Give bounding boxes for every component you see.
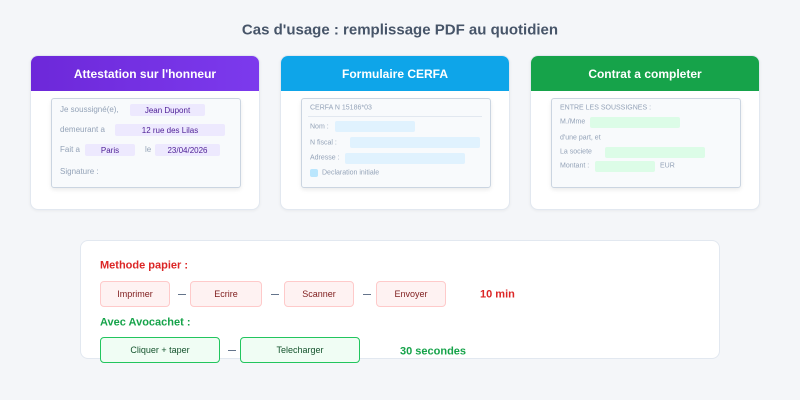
empty-field xyxy=(605,147,705,158)
card-title: Attestation sur l'honneur xyxy=(31,56,259,91)
card-title: Formulaire CERFA xyxy=(281,56,509,91)
step: Ecrire xyxy=(190,281,262,307)
label: d'une part, et xyxy=(560,134,601,142)
card-title: Contrat a completer xyxy=(531,56,759,91)
form xyxy=(551,98,741,188)
label: Montant : xyxy=(560,162,590,170)
divider xyxy=(308,116,482,117)
checkbox xyxy=(310,169,318,177)
label: Adresse : xyxy=(310,154,340,162)
arrow xyxy=(271,294,279,295)
label: Je soussigné(e), xyxy=(60,105,119,114)
form-header: ENTRE LES SOUSSIGNES : xyxy=(560,104,652,112)
step: Cliquer + taper xyxy=(100,337,220,363)
label: demeurant a xyxy=(60,125,105,134)
empty-field xyxy=(590,117,680,128)
step: Telecharger xyxy=(240,337,360,363)
step: Imprimer xyxy=(100,281,170,307)
empty-field xyxy=(595,161,655,172)
duration: 10 min xyxy=(480,288,515,301)
label: Signature : xyxy=(60,167,99,176)
arrow xyxy=(178,294,186,295)
label: N fiscal : xyxy=(310,139,337,147)
label: La societe xyxy=(560,148,592,156)
step: Envoyer xyxy=(376,281,446,307)
label: le xyxy=(145,145,152,154)
empty-field xyxy=(335,121,415,132)
form-header: CERFA N 15186*03 xyxy=(310,104,372,112)
arrow xyxy=(228,350,236,351)
method-label: Methode papier : xyxy=(100,259,189,272)
step: Scanner xyxy=(284,281,354,307)
label: EUR xyxy=(660,162,675,170)
checkbox-label: Declaration initiale xyxy=(322,169,380,177)
label: Nom : xyxy=(310,123,329,131)
title: Cas d'usage : remplissage PDF au quotidi… xyxy=(241,21,559,39)
label: Fait a xyxy=(60,145,81,154)
filled-value: Paris xyxy=(85,144,135,156)
duration: 30 secondes xyxy=(400,345,467,358)
filled-value: 23/04/2026 xyxy=(155,144,220,156)
card: Formulaire CERFA xyxy=(280,55,510,210)
card: Contrat a completer xyxy=(530,55,760,210)
arrow xyxy=(363,294,371,295)
label: M./Mme xyxy=(560,118,586,126)
filled-value: Jean Dupont xyxy=(130,104,205,116)
empty-field xyxy=(350,137,480,148)
method-label: Avec Avocachet : xyxy=(100,316,191,329)
empty-field xyxy=(345,153,465,164)
filled-value: 12 rue des Lilas xyxy=(115,124,225,136)
